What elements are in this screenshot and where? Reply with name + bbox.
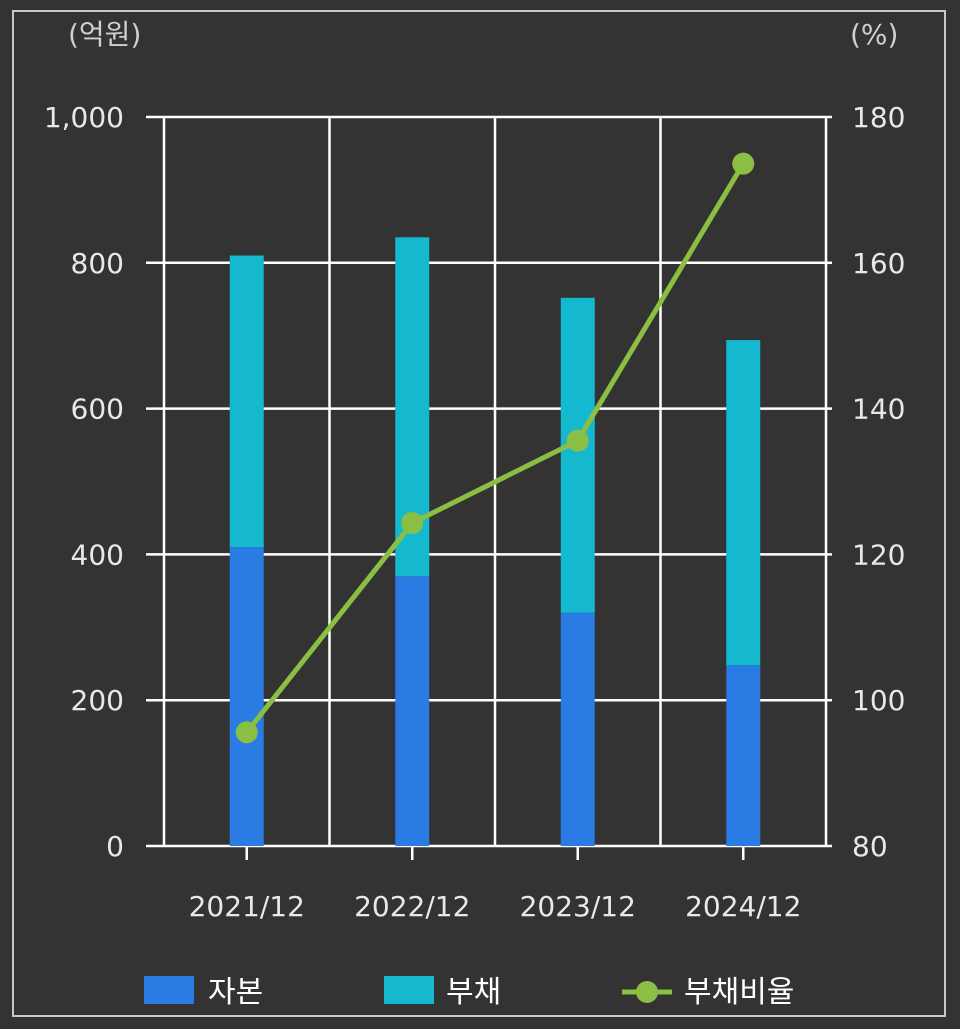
- y-left-tick-label: 600: [71, 393, 124, 426]
- y-right-tick-label: 140: [852, 393, 905, 426]
- y-right-tick-label: 100: [852, 684, 905, 717]
- bars: [229, 237, 761, 846]
- bar-capital-2021/12: [229, 547, 264, 846]
- ratio-polyline: [244, 162, 746, 734]
- ratio-line: [235, 152, 755, 744]
- ratio-point-2023/12: [566, 429, 589, 452]
- y-left-tick-label: 400: [71, 538, 124, 571]
- legend: 자본 부채 부채비율: [144, 975, 794, 1010]
- axes: 0 80 200 100 400 120 600 140 800 160 1,000 180 2021/…: [44, 101, 906, 923]
- ratio-point-2022/12: [401, 512, 424, 535]
- y-left-tick-label: 0: [106, 830, 124, 863]
- y-right-tick-label: 80: [852, 830, 888, 863]
- x-tick-label: 2023/12: [520, 890, 636, 923]
- x-tick-label: 2021/12: [189, 890, 305, 923]
- legend-label-capital: 자본: [208, 975, 263, 1010]
- x-tick-label: 2022/12: [354, 890, 470, 923]
- legend-marker-ratio: [636, 981, 658, 1003]
- x-tick-label: 2024/12: [685, 890, 801, 923]
- y-right-tick-label: 120: [852, 538, 905, 571]
- bar-capital-2024/12: [726, 665, 761, 846]
- legend-label-debt: 부채: [446, 975, 501, 1010]
- bar-debt-2024/12: [726, 340, 761, 666]
- bar-capital-2023/12: [560, 612, 595, 846]
- y-right-tick-label: 160: [852, 247, 905, 280]
- y-right-tick-label: 180: [852, 101, 905, 134]
- y-right-unit-label: (%): [850, 18, 898, 51]
- y-left-tick-label: 1,000: [44, 101, 124, 134]
- legend-swatch-capital: [144, 976, 194, 1004]
- y-left-tick-label: 800: [71, 247, 124, 280]
- legend-label-ratio: 부채비율: [684, 975, 794, 1010]
- bar-capital-2022/12: [395, 576, 430, 846]
- y-left-unit-label: (억원): [68, 18, 141, 51]
- y-left-tick-label: 200: [71, 684, 124, 717]
- bar-debt-2021/12: [229, 255, 264, 548]
- legend-swatch-debt: [384, 976, 434, 1004]
- bar-debt-2023/12: [560, 297, 595, 613]
- ratio-point-2021/12: [235, 721, 258, 744]
- chart-frame: [12, 10, 946, 1017]
- ratio-point-2024/12: [732, 152, 755, 175]
